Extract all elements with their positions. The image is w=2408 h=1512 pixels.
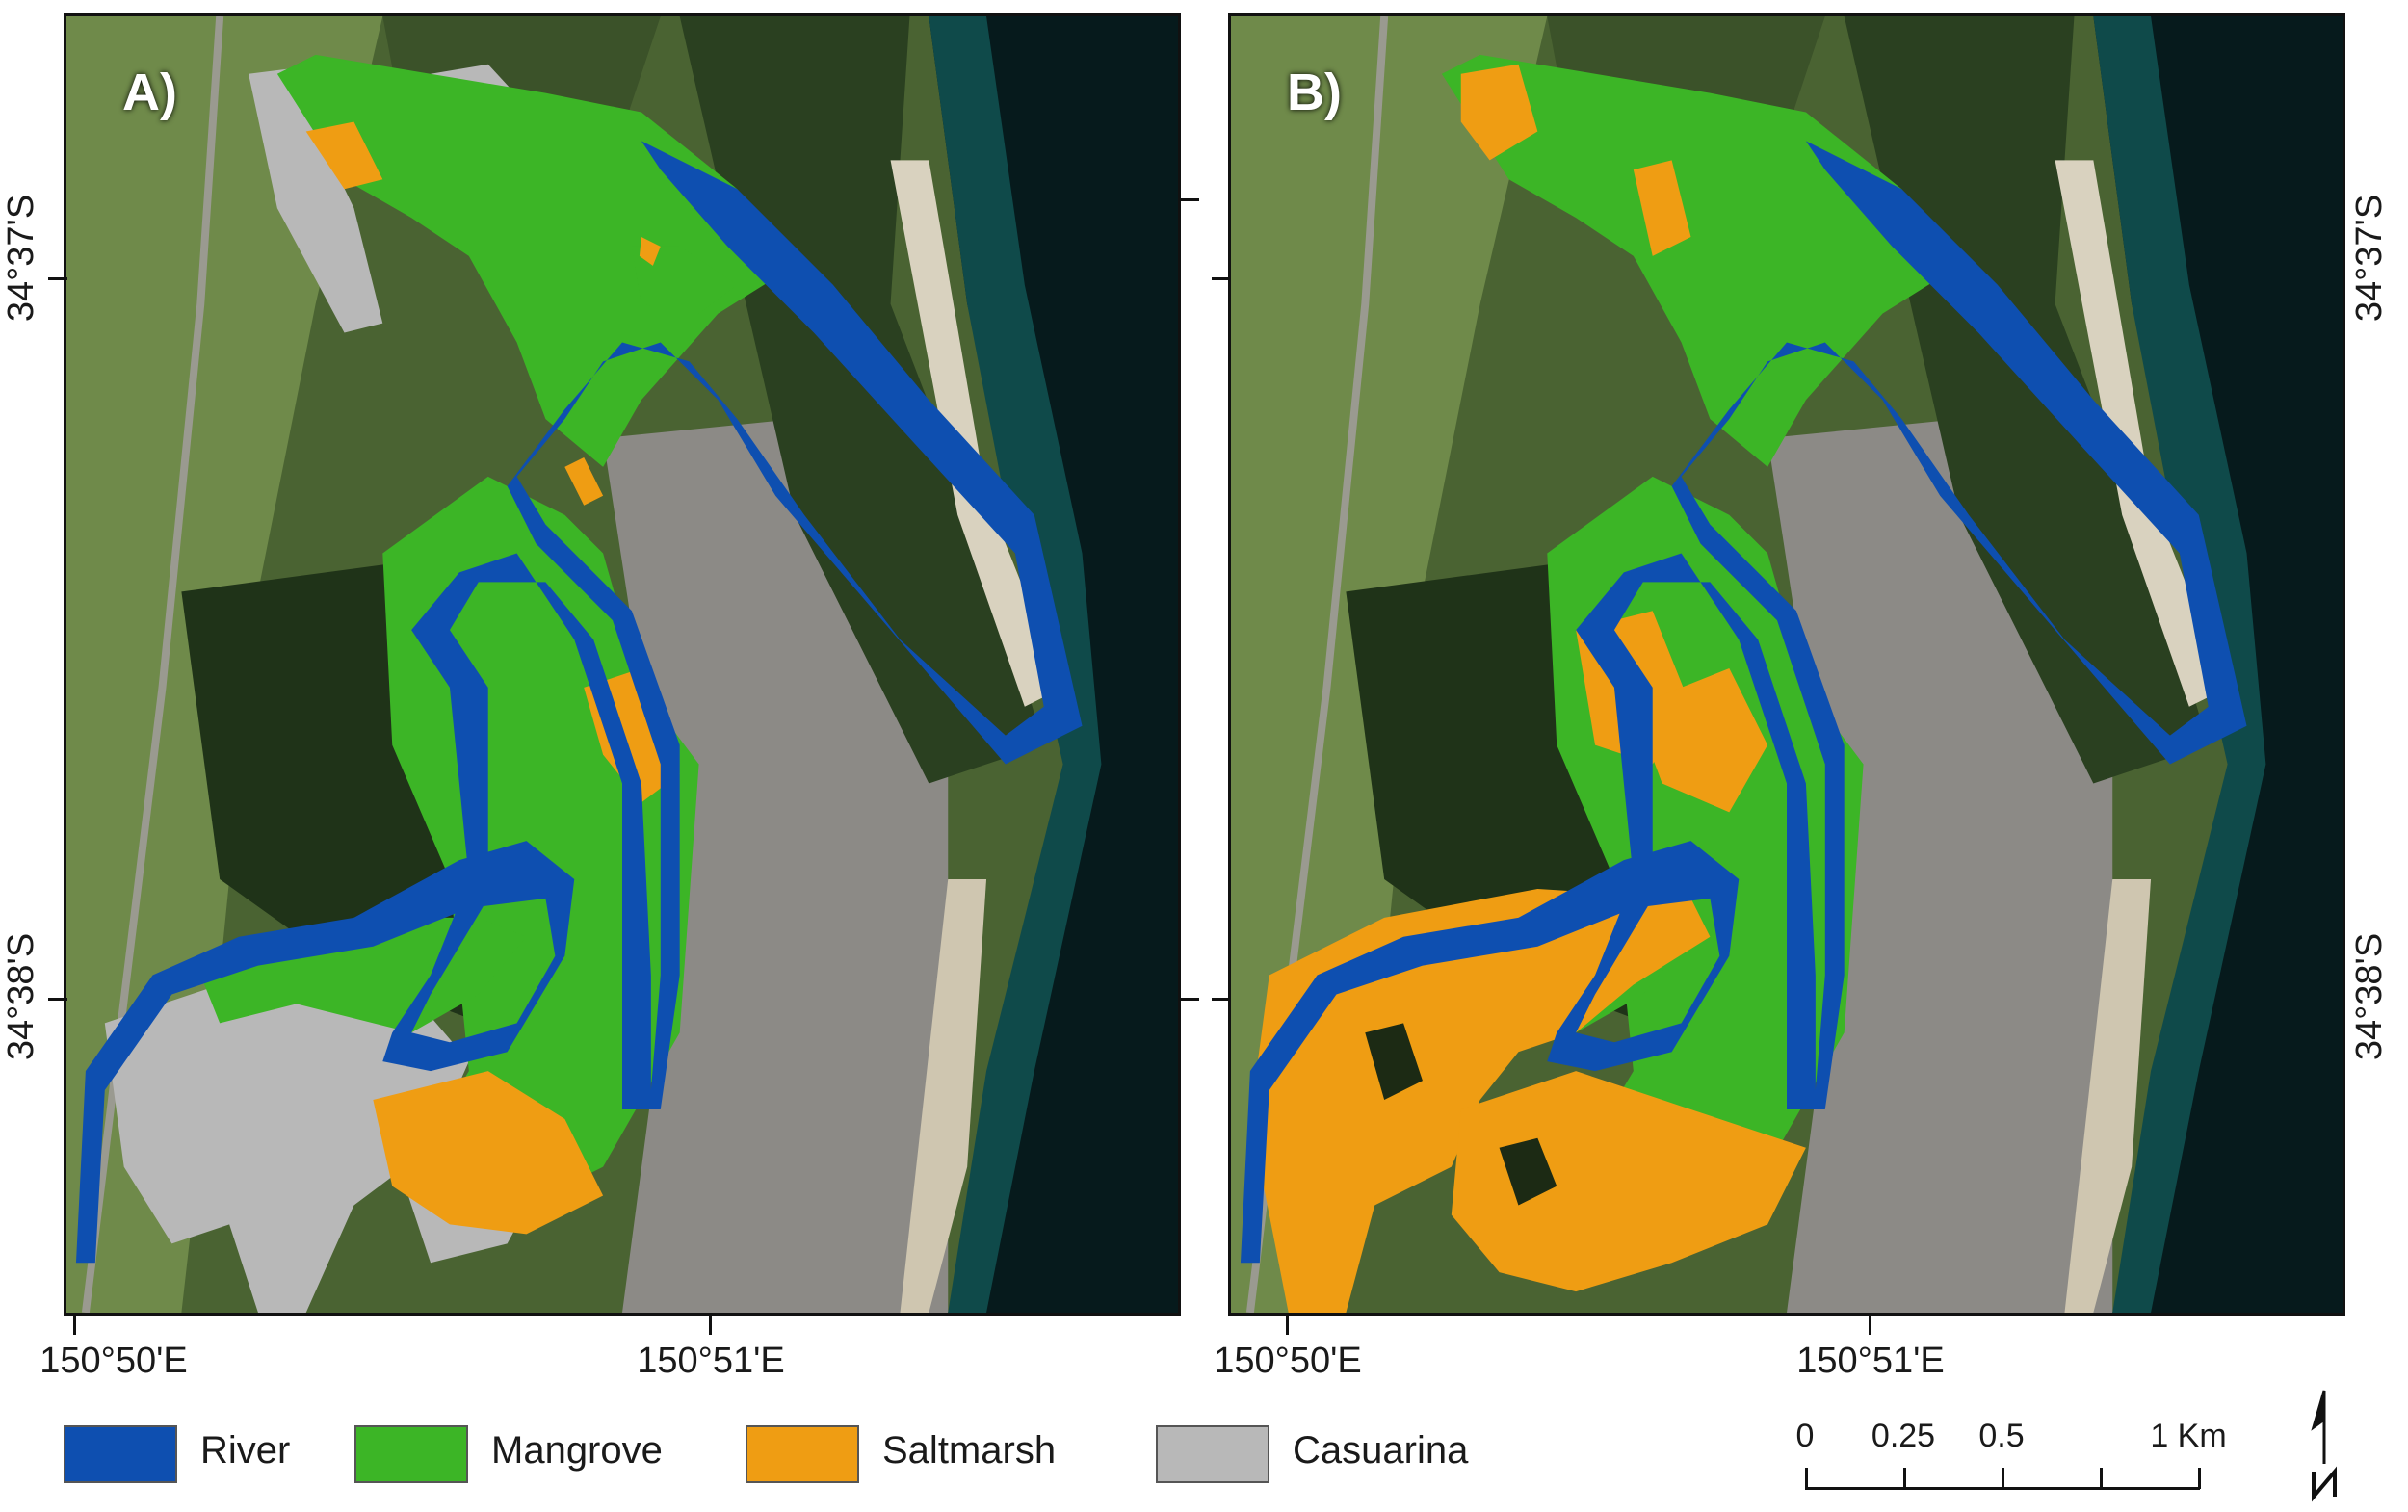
scale-tick-1 [1903,1468,1906,1489]
lat-label-right-1: 34°37'S [2349,194,2390,323]
panel-label-a: A) [122,64,177,121]
legend-label-casuarina: Casuarina [1293,1429,1469,1472]
tick-mid-3 [1180,198,1199,201]
legend-swatch-river [64,1425,177,1483]
scale-tick-0 [1805,1468,1808,1489]
lat-label-right-2: 34°38'S [2349,932,2390,1061]
north-arrow-icon [2300,1387,2348,1502]
scale-label-0: 0 [1795,1418,1815,1454]
map-panel-a: A) [64,13,1181,1316]
lon-label-a-1: 150°50'E [39,1341,188,1381]
lon-label-b-1: 150°50'E [1214,1341,1362,1381]
map-panel-b: B) [1228,13,2345,1316]
scale-tick-4 [2198,1468,2201,1489]
tick-lon-b-2 [1869,1316,1871,1335]
scale-tick-2 [2002,1468,2004,1489]
scale-label-025: 0.25 [1871,1418,1936,1454]
tick-left-2 [48,998,67,1001]
map-a-imagery [66,16,1178,1313]
legend-label-mangrove: Mangrove [491,1429,663,1472]
legend-swatch-mangrove [354,1425,468,1483]
legend-swatch-saltmarsh [746,1425,859,1483]
lat-label-left-2: 34°38'S [1,932,41,1061]
tick-mid-4 [1180,998,1199,1001]
tick-left-1 [48,277,67,280]
scale-label-1km: 1 Km [2150,1418,2227,1454]
panel-label-b: B) [1287,64,1342,121]
scale-label-05: 0.5 [1978,1418,2025,1454]
scale-bar: 0 0.25 0.5 1 Km [1792,1418,2227,1495]
tick-mid-1 [1212,277,1231,280]
tick-lon-a-1 [73,1316,76,1335]
legend-label-river: River [200,1429,291,1472]
legend-label-saltmarsh: Saltmarsh [882,1429,1057,1472]
lat-label-left-1: 34°37'S [1,194,41,323]
lon-label-b-2: 150°51'E [1796,1341,1945,1381]
scale-tick-3 [2100,1468,2103,1489]
tick-lon-b-1 [1286,1316,1289,1335]
legend-swatch-casuarina [1156,1425,1269,1483]
tick-mid-2 [1212,998,1231,1001]
tick-lon-a-2 [709,1316,712,1335]
lon-label-a-2: 150°51'E [637,1341,785,1381]
map-b-imagery [1231,16,2343,1313]
